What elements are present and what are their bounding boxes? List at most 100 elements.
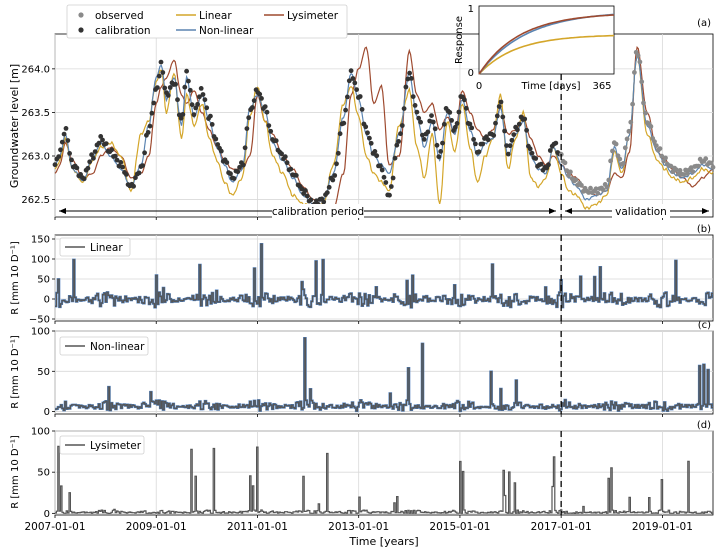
inset-xtick-0: 0 <box>476 81 482 92</box>
observed-point <box>674 167 679 173</box>
calibration-point <box>410 94 416 99</box>
panel-b-ytick-label: 50 <box>37 275 50 286</box>
calibration-point <box>491 133 497 138</box>
panel-a-ytick-label: 262.5 <box>21 195 50 206</box>
calibration-point <box>480 141 486 147</box>
observed-point <box>562 160 568 166</box>
calibration-point <box>438 149 444 154</box>
calibration-point <box>91 155 96 161</box>
calibration-point <box>197 94 202 100</box>
calibration-point <box>85 165 91 171</box>
observed-point <box>604 184 610 190</box>
calibration-point <box>242 145 248 151</box>
calibration-point <box>200 92 206 97</box>
panel-b-ytick-label: 0 <box>44 295 50 306</box>
calibration-point <box>454 121 460 126</box>
calibration-point <box>120 164 125 170</box>
x-tick-label: 2007-01-01 <box>24 521 85 533</box>
calibration-point <box>348 68 354 74</box>
inset-ytick-0: 0 <box>468 68 474 79</box>
calibration-point <box>303 188 308 193</box>
calibration-point <box>498 99 504 105</box>
panel-c-ylabel: R [mm 10 D⁻¹] <box>10 335 21 409</box>
calibration-point <box>266 123 272 128</box>
calibration-point <box>436 154 442 160</box>
calibration-point <box>547 148 553 153</box>
recharge-c-line <box>55 337 713 412</box>
observed-point <box>610 148 615 154</box>
calibration-point <box>363 124 369 130</box>
legend-box <box>66 4 348 39</box>
calibration-point <box>522 116 528 122</box>
observed-point <box>657 146 663 152</box>
inset-ytick-1: 1 <box>468 4 474 15</box>
calibration-point <box>165 93 171 98</box>
panel-b-ylabel: R [mm 10 D⁻¹] <box>10 241 21 315</box>
calibration-point <box>350 76 356 81</box>
calibration-point <box>420 132 425 138</box>
calibration-point <box>374 153 380 159</box>
calibration-point <box>345 94 350 100</box>
observed-point <box>600 187 606 193</box>
calibration-point <box>321 199 327 205</box>
x-axis-label: Time [years] <box>348 535 418 548</box>
calibration-point <box>354 87 359 92</box>
calibration-point <box>282 154 288 160</box>
observed-point <box>670 169 676 175</box>
observed-point <box>608 158 613 164</box>
observed-point <box>637 59 643 65</box>
legend-d-box <box>59 435 145 455</box>
observed-point <box>588 185 593 191</box>
observed-point <box>564 168 570 174</box>
calibration-point <box>218 148 224 154</box>
calibration-point <box>381 174 387 180</box>
calibration-point <box>61 131 67 137</box>
calibration-point <box>504 143 509 149</box>
calibration-point <box>533 156 539 161</box>
observed-point <box>630 101 635 107</box>
calibration-point <box>156 73 162 79</box>
calibration-point <box>332 173 338 178</box>
calibration-point <box>259 96 264 101</box>
calibration-point <box>87 159 93 165</box>
calibration-point <box>98 134 104 139</box>
calibration-point <box>187 87 193 93</box>
calibration-point <box>502 128 507 134</box>
panel-b-ytick-label: 100 <box>31 255 50 266</box>
panel-a-label: (a) <box>697 18 711 29</box>
observed-point <box>641 100 646 106</box>
panel-b-ytick-label: 150 <box>31 235 50 246</box>
calibration-point <box>493 120 498 126</box>
calibration-point <box>511 132 517 138</box>
calibration-point <box>81 176 87 182</box>
observed-point <box>683 167 688 173</box>
observed-point <box>606 177 612 183</box>
calibration-point <box>516 121 522 127</box>
calibration-point <box>505 151 511 157</box>
panel-groundwater-level: 262.5 263.0 263.5 264.0 Groundwater level [… <box>8 4 716 220</box>
panel-b-label: (b) <box>697 224 711 235</box>
calibration-point <box>264 109 270 115</box>
recharge-c-edge <box>55 337 713 413</box>
calibration-point <box>429 113 434 118</box>
validation-arrow-left-head <box>565 208 572 214</box>
calibration-point <box>244 126 250 131</box>
calibration-point <box>237 164 243 170</box>
calibration-point <box>485 137 491 143</box>
calibration-point <box>440 140 445 146</box>
calibration-point <box>383 180 389 185</box>
validation-label-bg <box>612 204 670 218</box>
calibration-point <box>103 141 109 147</box>
observed-point <box>573 177 579 183</box>
calibration-point <box>434 142 440 148</box>
observed-point <box>617 156 623 162</box>
legend-lysimeter-label: Lysimeter <box>287 10 339 22</box>
calibration-point <box>257 91 263 97</box>
panel-c-ytick-label: 50 <box>37 367 50 378</box>
calibration-point <box>388 184 394 189</box>
calibration-point <box>471 137 476 142</box>
calibration-point <box>334 161 339 167</box>
calibration-point <box>133 175 138 181</box>
calibration-point <box>509 137 515 143</box>
calibration-point <box>330 177 336 183</box>
